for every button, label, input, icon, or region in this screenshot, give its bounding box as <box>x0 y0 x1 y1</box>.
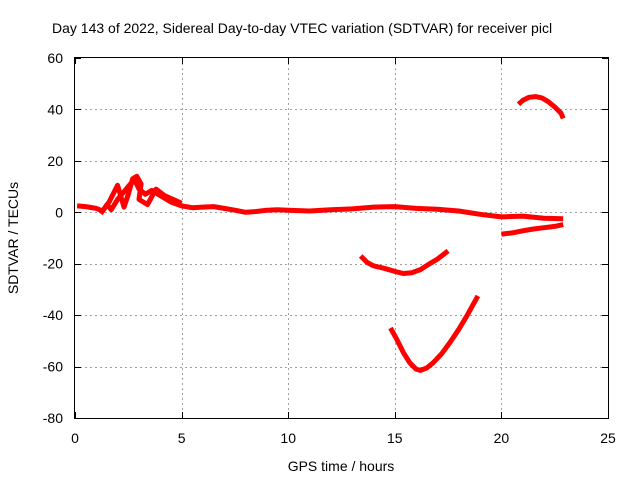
series-arc-minus-60 <box>388 294 481 373</box>
y-tick-label: 20 <box>47 153 63 169</box>
series-spike-cluster <box>98 173 183 216</box>
x-tick-label: 25 <box>600 430 616 446</box>
y-tick-label: -60 <box>43 359 63 375</box>
x-tick-label: 10 <box>280 430 296 446</box>
y-tick-label: 60 <box>47 50 63 66</box>
series-arc-minus-20 <box>358 248 450 276</box>
plot-frame <box>74 57 609 419</box>
y-axis-label: SDTVAR / TECUs <box>5 182 21 294</box>
data-series <box>76 94 566 373</box>
grid <box>75 58 608 418</box>
y-tick-label: -40 <box>43 307 63 323</box>
x-tick-label: 0 <box>71 430 79 446</box>
y-tick-label: -20 <box>43 256 63 272</box>
x-tick-labels: 0 5 10 15 20 25 <box>71 430 616 446</box>
x-tick-label: 5 <box>178 430 186 446</box>
series-arc-upper-right <box>516 94 566 120</box>
x-tick-label: 20 <box>494 430 510 446</box>
axis-ticks <box>75 58 609 419</box>
series-lower-branch <box>501 222 564 237</box>
y-tick-label: 40 <box>47 101 63 117</box>
y-tick-label: -80 <box>43 410 63 426</box>
x-tick-label: 15 <box>387 430 403 446</box>
y-tick-labels: -80 -60 -40 -20 0 20 40 60 <box>43 50 63 426</box>
chart-title: Day 143 of 2022, Sidereal Day-to-day VTE… <box>52 20 552 36</box>
y-tick-label: 0 <box>55 204 63 220</box>
x-axis-label: GPS time / hours <box>288 458 395 474</box>
